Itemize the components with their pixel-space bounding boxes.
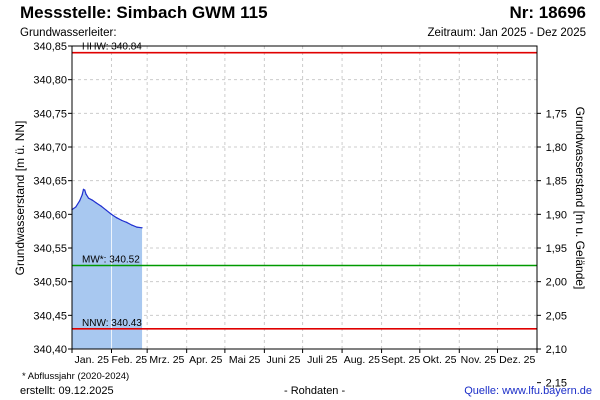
reference-lines: HHW: 340.84 MW*: 340.52 NNW: 340.43 xyxy=(72,42,537,330)
x-tick-label: Jan. 25 xyxy=(75,354,110,366)
data-point xyxy=(91,199,93,201)
reference-line-label: NNW: 340.43 xyxy=(82,318,142,329)
y-tick-label-right: 1,80 xyxy=(546,142,567,154)
y-tick-label-left: 340,85 xyxy=(33,41,67,53)
y-tick-label-left: 340,40 xyxy=(33,344,67,356)
time-period: Zeitraum: Jan 2025 - Dez 2025 xyxy=(427,27,586,39)
source-link[interactable]: Quelle: www.lfu.bayern.de xyxy=(464,385,592,397)
data-point xyxy=(110,213,113,215)
y-tick-label-right: 1,95 xyxy=(546,243,567,255)
data-point xyxy=(115,217,118,219)
data-point xyxy=(79,200,81,202)
station-title: Messstelle: Simbach GWM 115 xyxy=(20,3,268,22)
x-tick-label: Nov. 25 xyxy=(461,354,497,366)
data-point xyxy=(84,189,86,191)
x-tick-label: Juni 25 xyxy=(267,354,301,366)
x-tick-label: Mrz. 25 xyxy=(149,354,184,366)
x-tick-label: Okt. 25 xyxy=(423,354,457,366)
y-tick-label-right: 2,00 xyxy=(546,277,567,289)
data-point xyxy=(136,226,138,228)
y-tick-label-left: 340,75 xyxy=(33,108,67,120)
aquifer-label: Grundwasserleiter: xyxy=(20,27,117,39)
data-point xyxy=(87,197,90,199)
data-point xyxy=(141,227,143,229)
y-tick-label-right: 1,85 xyxy=(546,176,567,188)
data-point xyxy=(131,224,133,226)
x-tick-label: Apr. 25 xyxy=(189,354,222,366)
y-tick-label-right: 1,90 xyxy=(546,209,567,221)
plot-frame xyxy=(71,45,538,350)
data-point xyxy=(126,221,128,224)
data-point xyxy=(75,206,77,208)
y-tick-label-left: 340,80 xyxy=(33,75,67,87)
y-tick-label-right: 2,15 xyxy=(546,378,567,390)
x-tick-label: Feb. 25 xyxy=(112,354,148,366)
y-tick-label-left: 340,50 xyxy=(33,277,67,289)
data-point xyxy=(85,193,87,195)
grid xyxy=(72,46,537,349)
axes: 340,40 340,45 340,50 340,55 340,60 340,65 340,… xyxy=(33,41,567,390)
y-axis-label-left: Grundwasserstand [m ü. NN] xyxy=(13,121,27,276)
y-tick-label-right: 2,05 xyxy=(546,310,567,322)
y-tick-label-left: 340,60 xyxy=(33,209,67,221)
y-tick-label-left: 340,65 xyxy=(33,176,67,188)
data-point xyxy=(95,202,97,204)
station-number: Nr: 18696 xyxy=(509,3,586,22)
raw-data-note: - Rohdaten - xyxy=(284,385,346,397)
y-tick-label-left: 340,55 xyxy=(33,243,67,255)
y-tick-label-right: 1,75 xyxy=(546,108,567,120)
data-point xyxy=(82,188,85,191)
y-tick-label-left: 340,45 xyxy=(33,310,67,322)
footnote: * Abflussjahr (2020-2024) xyxy=(22,371,130,382)
data-point xyxy=(81,194,83,196)
data-point xyxy=(100,205,102,207)
y-tick-label-right: 2,10 xyxy=(546,344,567,356)
y-tick-label-left: 340,70 xyxy=(33,142,67,154)
data-point xyxy=(105,209,107,211)
x-tick-label: Mai 25 xyxy=(229,354,261,366)
x-tick-label: Dez. 25 xyxy=(499,354,535,366)
reference-line-label: HHW: 340.84 xyxy=(82,42,142,53)
data-point xyxy=(121,219,123,221)
x-tick-label: Aug. 25 xyxy=(344,354,380,366)
x-tick-label: Sept. 25 xyxy=(381,354,420,366)
created-date: erstellt: 09.12.2025 xyxy=(20,385,114,397)
x-tick-label: Juli 25 xyxy=(307,354,338,366)
series-area xyxy=(72,189,143,349)
y-axis-label-right: Grundwasserstand [m u. Gelände] xyxy=(573,107,587,290)
reference-line-label: MW*: 340.52 xyxy=(82,255,140,266)
